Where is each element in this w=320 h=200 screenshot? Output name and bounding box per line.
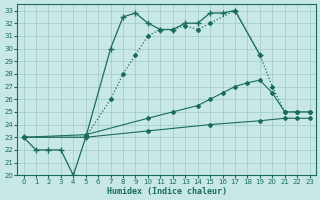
X-axis label: Humidex (Indice chaleur): Humidex (Indice chaleur) [107, 187, 227, 196]
